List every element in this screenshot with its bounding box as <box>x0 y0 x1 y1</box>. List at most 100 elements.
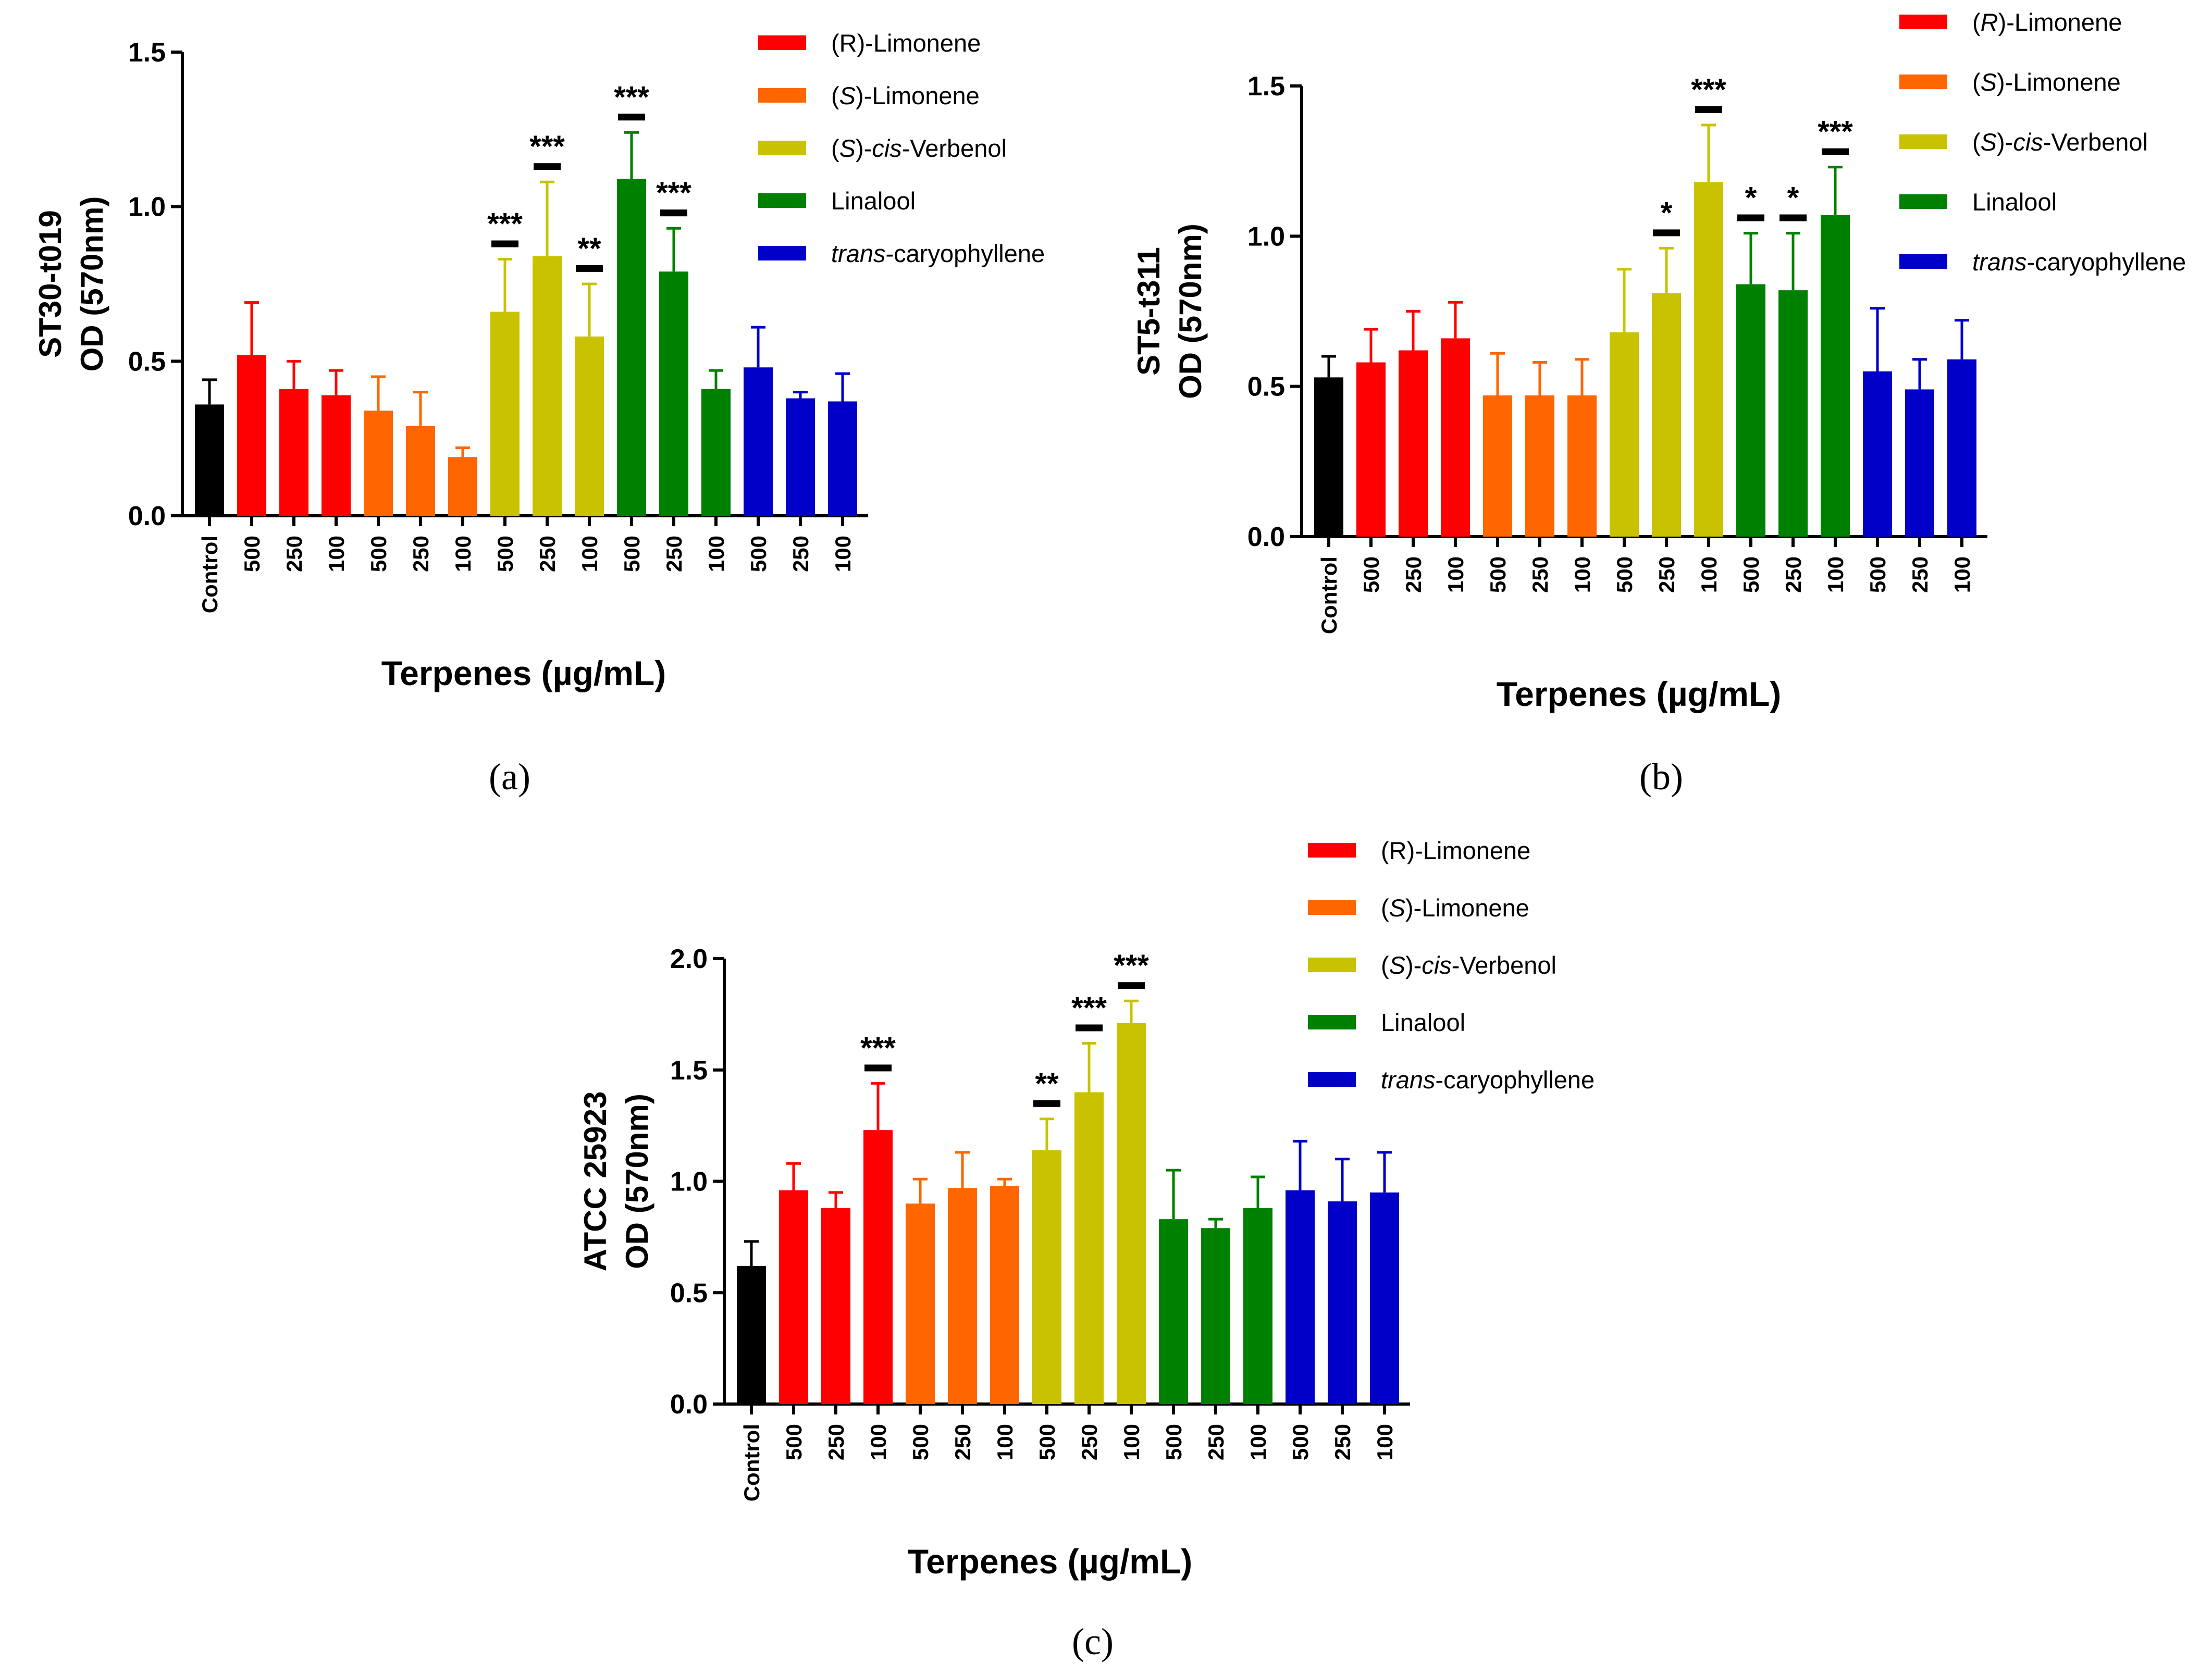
significance-marker: *** <box>656 176 691 210</box>
bar <box>1243 1208 1272 1404</box>
bar <box>1525 395 1554 537</box>
bar <box>195 404 224 516</box>
significance-marker: *** <box>1071 991 1107 1025</box>
x-tick-label: 500 <box>1288 1424 1313 1460</box>
significance-marker: *** <box>1691 73 1726 107</box>
x-tick-label: 250 <box>282 536 306 572</box>
significance-bar <box>1653 229 1680 237</box>
significance-marker: *** <box>529 130 565 164</box>
bar <box>1863 371 1892 537</box>
significance-marker: ** <box>1035 1067 1059 1101</box>
significance-bar <box>1033 1100 1060 1107</box>
bar <box>1778 290 1808 537</box>
x-tick-label: 250 <box>950 1424 975 1460</box>
bar <box>1159 1219 1188 1404</box>
y-tick-label: 1.5 <box>1247 71 1285 102</box>
x-tick-label: 500 <box>1612 556 1637 593</box>
bar <box>1356 362 1386 537</box>
y-tick-label: 0.5 <box>670 1278 708 1308</box>
bar <box>948 1188 977 1404</box>
x-tick-label: 100 <box>1697 556 1721 593</box>
significance-marker: ** <box>577 232 601 266</box>
bar <box>575 336 604 516</box>
legend-swatch <box>758 141 806 155</box>
legend-label: (S)-Limonene <box>1972 68 2121 96</box>
bar <box>1567 395 1597 537</box>
legend-label: (R)-Limonene <box>1972 8 2122 36</box>
x-tick-label: Control <box>739 1424 764 1501</box>
x-tick-label: 500 <box>240 536 264 572</box>
y-axis-label-od: OD (570nm) <box>620 1094 654 1269</box>
legend-label: trans-caryophyllene <box>1972 248 2186 276</box>
bar <box>1821 215 1850 537</box>
bar <box>659 271 688 516</box>
bar <box>364 411 393 516</box>
x-tick-label: 100 <box>1823 556 1848 593</box>
y-tick-label: 0.5 <box>1247 372 1285 402</box>
significance-bar <box>660 209 687 217</box>
bar <box>406 426 435 516</box>
x-tick-label: 250 <box>824 1424 848 1460</box>
x-tick-label: 500 <box>1865 556 1890 593</box>
legend-label: (S)-cis-Verbenol <box>1381 951 1556 979</box>
bar <box>617 179 646 516</box>
significance-marker: *** <box>487 207 523 241</box>
panel-caption: (a) <box>489 756 530 798</box>
y-tick-label: 1.0 <box>128 192 166 222</box>
y-tick-label: 2.0 <box>670 944 708 974</box>
bar <box>1947 359 1976 537</box>
legend-label: (S)-cis-Verbenol <box>1972 128 2148 156</box>
legend-label: Linalool <box>831 187 916 215</box>
x-tick-label: 100 <box>1443 556 1468 593</box>
x-tick-label: 500 <box>1359 556 1383 593</box>
bar <box>1483 395 1512 537</box>
bar <box>279 389 308 516</box>
x-tick-label: 250 <box>535 536 560 572</box>
bar <box>237 355 266 516</box>
x-tick-label: 100 <box>1373 1424 1397 1460</box>
x-tick-label: 250 <box>1654 556 1679 593</box>
x-tick-label: 250 <box>1781 556 1806 593</box>
legend-swatch <box>758 35 806 50</box>
significance-bar <box>864 1064 892 1072</box>
y-tick-label: 1.5 <box>670 1056 708 1086</box>
bar <box>1201 1228 1230 1404</box>
x-tick-label: 250 <box>788 536 813 572</box>
significance-bar <box>1118 982 1145 989</box>
x-axis-label: Terpenes (µg/mL) <box>908 1542 1193 1581</box>
x-tick-label: 500 <box>1035 1424 1059 1460</box>
legend-swatch <box>1308 900 1356 915</box>
x-tick-label: 500 <box>908 1424 933 1460</box>
significance-marker: * <box>1787 181 1799 215</box>
x-tick-label: 100 <box>1570 556 1595 593</box>
significance-marker: * <box>1661 196 1673 230</box>
y-axis-label-od: OD (570nm) <box>75 196 109 372</box>
bar <box>1399 350 1428 537</box>
significance-bar <box>1780 214 1807 221</box>
significance-marker: *** <box>1114 949 1149 983</box>
bar <box>1694 182 1723 537</box>
legend-swatch <box>1899 194 1947 209</box>
bar <box>779 1190 808 1404</box>
panel-caption: (b) <box>1639 756 1683 798</box>
y-axis-label-strain: ST30-t019 <box>33 210 68 357</box>
x-tick-label: Control <box>197 536 222 613</box>
bar <box>1905 389 1934 537</box>
x-tick-label: 500 <box>366 536 391 572</box>
bar <box>990 1186 1019 1404</box>
legend-label: (S)-cis-Verbenol <box>831 134 1007 162</box>
legend-swatch <box>1899 134 1947 149</box>
legend-swatch <box>1308 1015 1356 1029</box>
bar <box>744 367 773 516</box>
bar <box>1328 1201 1357 1404</box>
legend-label: (R)-Limonene <box>831 29 981 57</box>
x-tick-label: 250 <box>1077 1424 1102 1460</box>
y-tick-label: 0.0 <box>1247 522 1285 552</box>
x-tick-label: 100 <box>993 1424 1017 1460</box>
x-tick-label: 100 <box>831 536 855 572</box>
x-tick-label: 500 <box>1161 1424 1186 1460</box>
bar <box>1074 1092 1104 1404</box>
legend-label: trans-caryophyllene <box>831 240 1045 267</box>
significance-marker: *** <box>860 1031 896 1065</box>
significance-bar <box>1695 106 1722 113</box>
